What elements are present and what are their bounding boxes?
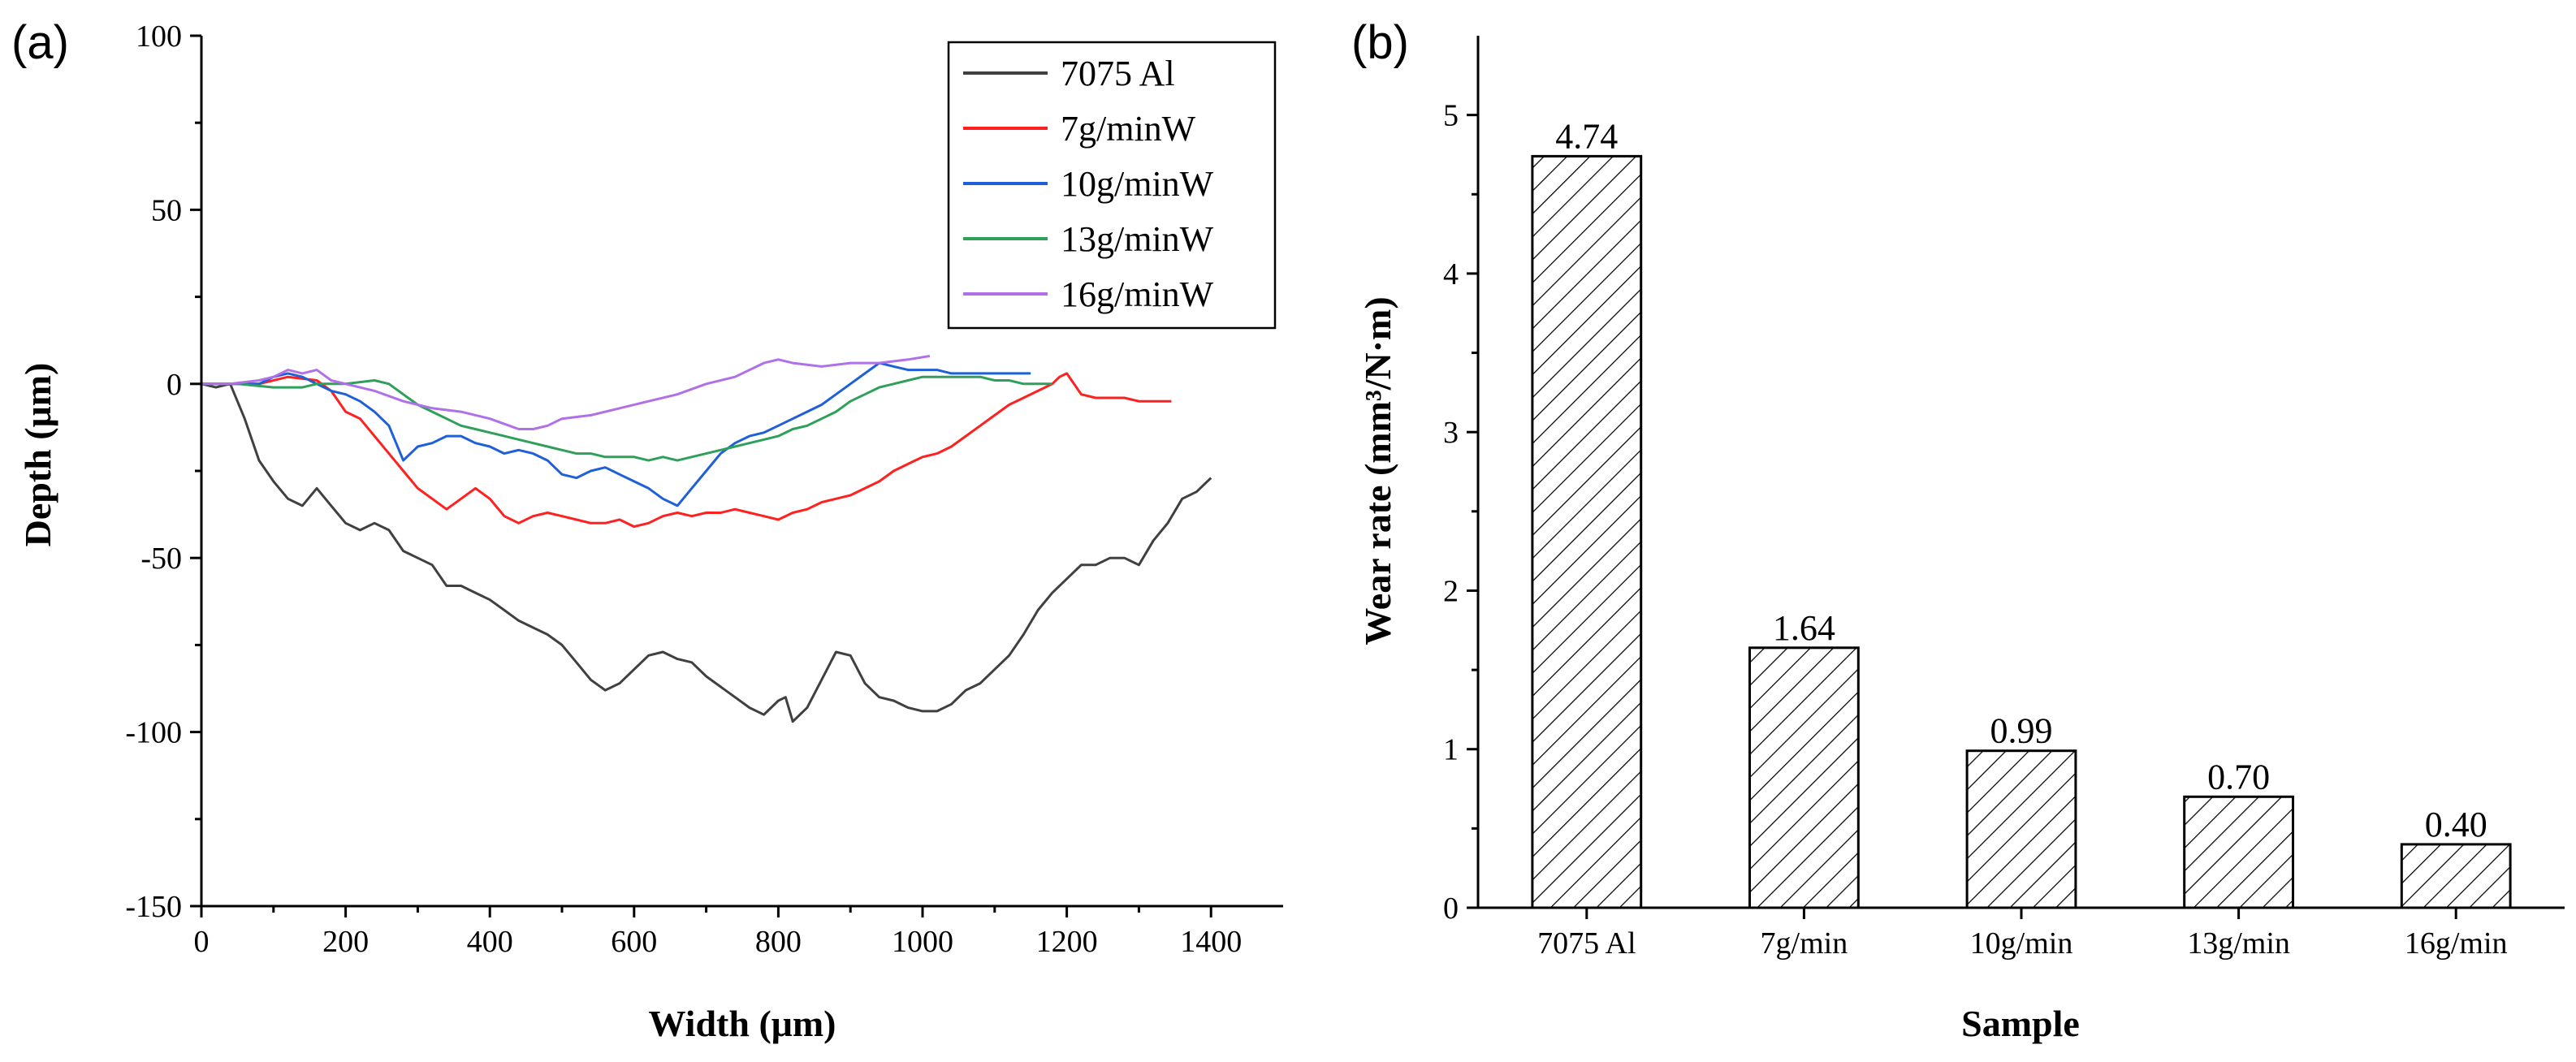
bar-value-label: 0.99: [1990, 711, 2053, 751]
x-category-label: 7g/min: [1761, 926, 1848, 961]
bar-3: [2183, 795, 2294, 909]
y-tick-label: 0: [1443, 891, 1459, 926]
x-category-label: 7075 Al: [1537, 926, 1636, 961]
x-tick-label: 1000: [892, 925, 953, 959]
x-category-label: 10g/min: [1970, 926, 2073, 961]
legend: 7075 Al 7g/minW 10g/minW 13g/minW 16g/minW: [947, 41, 1277, 330]
y-tick-label: 5: [1443, 99, 1459, 133]
panel-b-bar-chart: (b) 0 1 2 3 4 5 7075 Al 7g/min 10g/min 13g/min 16g…: [1351, 16, 2565, 1044]
y-tick-label: -50: [140, 542, 182, 576]
series-line-4: [201, 355, 931, 430]
panel-b-bars: 4.74 1.64 0.99 0.70 0.40: [1531, 116, 2512, 909]
y-tick-label: -100: [125, 716, 182, 750]
bar-value-label: 0.40: [2425, 805, 2487, 844]
panel-a-line-chart: (a) 0 200 400 600 800 1000 1200 1400-150-100-50…: [11, 16, 1283, 1044]
legend-entry-1: 7g/minW: [1061, 109, 1196, 149]
panel-b-label: (b): [1351, 16, 1409, 69]
x-tick-label: 800: [755, 925, 802, 959]
y-tick-label: 50: [151, 193, 182, 227]
panel-b-x-title: Sample: [1961, 1003, 2080, 1044]
y-tick-label: 1: [1443, 733, 1459, 767]
y-tick-label: 3: [1443, 416, 1459, 450]
x-tick-label: 600: [611, 925, 657, 959]
series-line-0: [201, 382, 1212, 723]
series-line-1: [201, 372, 1172, 529]
series-line-2: [201, 361, 1031, 507]
x-tick-label: 0: [194, 925, 210, 959]
legend-entry-3: 13g/minW: [1061, 219, 1214, 259]
y-tick-label: 0: [166, 368, 182, 402]
panel-a-label: (a): [11, 16, 69, 69]
x-tick-label: 1200: [1036, 925, 1098, 959]
legend-entry-0: 7075 Al: [1061, 54, 1175, 93]
panel-b-y-title: Wear rate (mm³/N·m): [1357, 296, 1398, 645]
bar-value-label: 0.70: [2207, 757, 2270, 796]
x-tick-label: 1400: [1180, 925, 1242, 959]
y-tick-label: -150: [125, 890, 182, 924]
legend-entry-2: 10g/minW: [1061, 164, 1214, 204]
y-tick-label: 2: [1443, 574, 1459, 608]
y-tick-label: 100: [136, 19, 182, 54]
panel-a-ticks: 0 200 400 600 800 1000 1200 1400 -150 -100 -50 0 50 1…: [125, 19, 1242, 959]
x-category-label: 16g/min: [2405, 926, 2508, 961]
bar-1: [1748, 646, 1860, 909]
bar-2: [1965, 749, 2077, 909]
bar-0: [1531, 154, 1643, 909]
panel-a-series: [201, 355, 1212, 723]
bar-4: [2400, 843, 2512, 909]
x-category-label: 13g/min: [2187, 926, 2290, 961]
x-tick-label: 400: [467, 925, 513, 959]
y-tick-label: 4: [1443, 257, 1459, 291]
panel-a-y-title: Depth (μm): [17, 363, 58, 547]
bar-value-label: 1.64: [1773, 608, 1835, 648]
panel-b-ticks: 0 1 2 3 4 5 7075 Al 7g/min 10g/min 13g/min 16g/min: [1443, 99, 2508, 961]
x-tick-label: 200: [322, 925, 369, 959]
bar-value-label: 4.74: [1555, 116, 1618, 156]
panel-a-x-title: Width (μm): [649, 1003, 836, 1044]
legend-entry-4: 16g/minW: [1061, 274, 1214, 314]
